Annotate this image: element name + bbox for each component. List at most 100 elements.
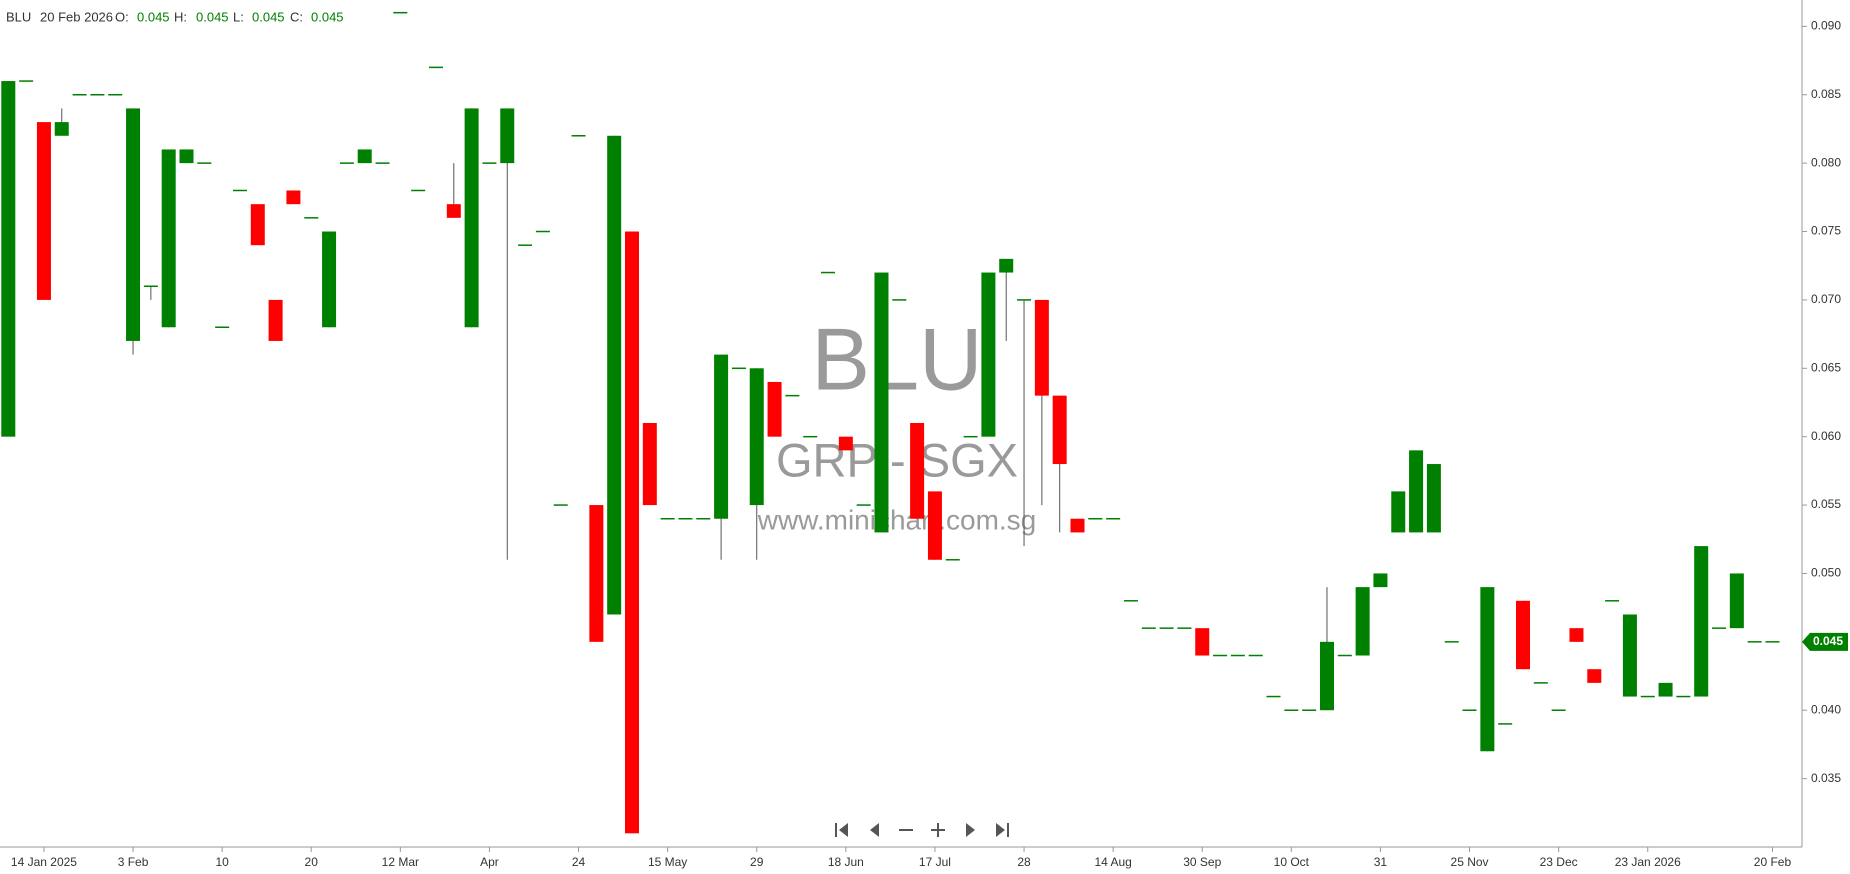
- candle-body: [1123, 600, 1138, 602]
- navigation: [835, 823, 1009, 837]
- candle-body: [1034, 299, 1049, 396]
- x-tick-label: 15 May: [648, 855, 687, 869]
- candle-body: [963, 435, 978, 438]
- candle-body: [981, 272, 996, 437]
- candle-body: [589, 505, 604, 642]
- header-value: 0.045: [137, 9, 170, 24]
- candle-body: [1319, 641, 1334, 711]
- candle-body: [1694, 546, 1709, 697]
- candle-body: [36, 122, 51, 300]
- x-tick-label: Apr: [480, 855, 499, 869]
- x-tick-label: 10 Oct: [1274, 855, 1310, 869]
- x-tick-label: 12 Mar: [382, 855, 419, 869]
- candle-body: [696, 517, 711, 520]
- header-label: C:: [290, 9, 303, 24]
- candle-body: [660, 517, 675, 520]
- candle-body: [1765, 641, 1780, 643]
- x-tick-label: 31: [1374, 855, 1388, 869]
- candle-body: [19, 80, 34, 82]
- candle-body: [1569, 628, 1584, 642]
- candle-body: [1248, 654, 1263, 657]
- nav-zoom-in[interactable]: [931, 823, 945, 837]
- x-tick-label: 17 Jul: [919, 855, 951, 869]
- candle-body: [232, 189, 247, 192]
- candle-body: [535, 230, 550, 233]
- candle-body: [1712, 627, 1727, 629]
- x-tick-label: 3 Feb: [118, 855, 149, 869]
- candle-body: [393, 11, 408, 14]
- candle-body: [1195, 628, 1210, 656]
- candle-body: [286, 190, 301, 205]
- candle-body: [731, 367, 746, 370]
- candle-body: [161, 149, 176, 328]
- candle-body: [268, 299, 283, 341]
- watermark: BLU GRP - SGX www.minichart.com.sg: [757, 309, 1037, 535]
- candle-body: [1070, 518, 1085, 533]
- candle-body: [874, 272, 889, 533]
- last-price-label: 0.045: [1813, 634, 1843, 648]
- candle-body: [607, 135, 622, 615]
- y-tick-label: 0.070: [1811, 292, 1841, 306]
- candle-body: [678, 517, 693, 520]
- x-tick-label: 28: [1017, 855, 1031, 869]
- y-tick-label: 0.040: [1811, 702, 1841, 716]
- candle-body: [1426, 464, 1441, 533]
- x-tick-label: 30 Sep: [1183, 855, 1221, 869]
- candle-body: [1373, 573, 1388, 588]
- candle-body: [339, 162, 354, 164]
- candle-body: [1017, 299, 1032, 301]
- candle-body: [411, 189, 426, 192]
- candle-body: [945, 559, 960, 561]
- candle-body: [1355, 587, 1370, 656]
- candle-body: [1551, 709, 1566, 711]
- candle-body: [54, 122, 69, 136]
- candle-body: [1177, 627, 1192, 629]
- y-tick-label: 0.065: [1811, 360, 1841, 374]
- candle-body: [250, 204, 265, 246]
- candle-body: [143, 285, 158, 287]
- x-tick-label: 14 Aug: [1094, 855, 1131, 869]
- header-label: L:: [233, 9, 244, 24]
- candle-body: [999, 258, 1014, 273]
- candle-body: [1498, 723, 1513, 725]
- x-tick-label: 20: [305, 855, 319, 869]
- candle-body: [625, 231, 639, 834]
- candle-body: [1622, 614, 1637, 697]
- y-tick-label: 0.050: [1811, 566, 1841, 580]
- candle-body: [1141, 627, 1156, 629]
- candle-body: [126, 108, 141, 341]
- x-tick-label: 18 Jun: [828, 855, 864, 869]
- x-tick-label: 14 Jan 2025: [11, 855, 77, 869]
- header-value: 0.045: [252, 9, 285, 24]
- candle-body: [1088, 517, 1103, 520]
- candle-body: [1605, 600, 1620, 602]
- candle-body: [428, 66, 443, 69]
- candle-body: [1444, 641, 1459, 643]
- nav-next[interactable]: [966, 823, 975, 837]
- x-tick-label: 24: [572, 855, 586, 869]
- candle-body: [90, 93, 105, 96]
- candle-body: [785, 394, 800, 397]
- candle-body: [1658, 682, 1673, 697]
- y-tick-label: 0.085: [1811, 87, 1841, 101]
- x-tick-label: 10: [215, 855, 229, 869]
- candle-body: [1302, 709, 1317, 711]
- y-tick-label: 0.055: [1811, 497, 1841, 511]
- candle-body: [197, 162, 212, 164]
- nav-last[interactable]: [996, 823, 1009, 837]
- candle-body: [1729, 573, 1744, 629]
- candle-body: [1516, 600, 1530, 670]
- last-price-marker: [1802, 632, 1848, 651]
- candle-body: [838, 436, 853, 451]
- x-tick-label: 25 Nov: [1451, 855, 1489, 869]
- nav-first[interactable]: [835, 823, 848, 837]
- candle-body: [446, 204, 461, 218]
- candle-body: [856, 504, 871, 506]
- nav-prev[interactable]: [870, 823, 879, 837]
- y-tick-label: 0.080: [1811, 155, 1841, 169]
- y-tick-label: 0.035: [1811, 771, 1841, 785]
- y-tick-label: 0.075: [1811, 224, 1841, 238]
- candle-body: [927, 491, 942, 560]
- candle-body: [518, 244, 533, 246]
- header-symbol: BLU: [6, 9, 31, 24]
